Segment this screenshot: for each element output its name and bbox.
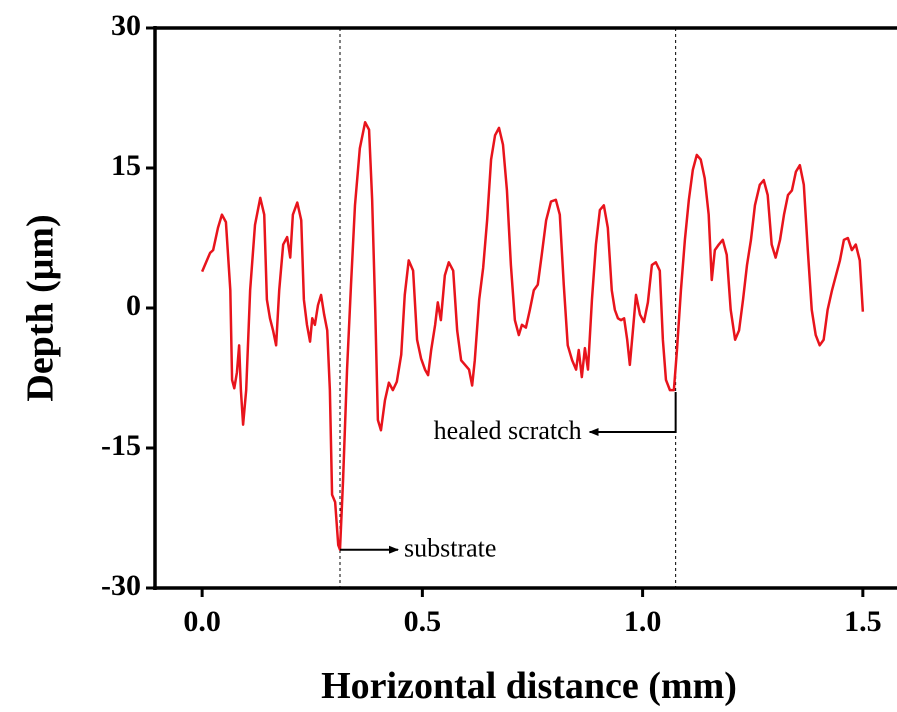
plot-area: -30 -15 0 15 30 0.0 0.5 1.0 1.5 substrate healed s… xyxy=(101,9,882,638)
y-tick-label: -15 xyxy=(101,429,141,462)
y-tick-label: 30 xyxy=(111,9,141,42)
annotation-arrow xyxy=(588,392,677,436)
annotation: healed scratch xyxy=(434,416,582,445)
y-tick-label: 15 xyxy=(111,149,141,182)
y-tick-label: -30 xyxy=(101,569,141,602)
annotation: substrate xyxy=(404,534,496,563)
y-tick-label: 0 xyxy=(126,289,141,322)
y-axis-title: Depth (μm) xyxy=(20,214,62,401)
x-tick-label: 1.5 xyxy=(844,605,882,638)
x-tick-label: 1.0 xyxy=(624,605,662,638)
x-tick-label: 0.0 xyxy=(183,605,221,638)
x-tick-label: 0.5 xyxy=(404,605,442,638)
axes-frame xyxy=(146,26,897,597)
x-axis-title: Horizontal distance (mm) xyxy=(321,665,737,707)
data-line xyxy=(200,121,865,551)
